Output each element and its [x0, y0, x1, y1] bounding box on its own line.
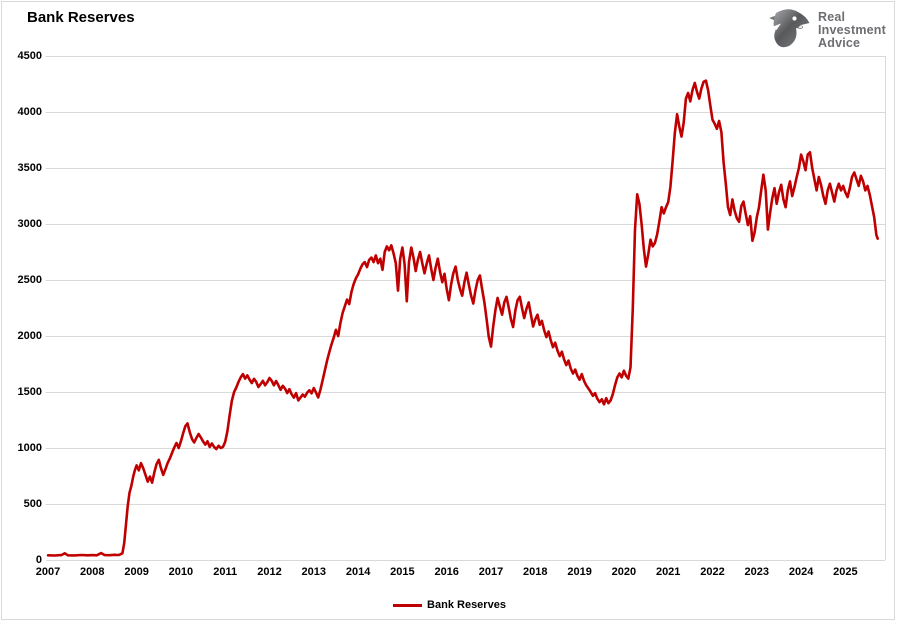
legend-label: Bank Reserves [427, 599, 506, 611]
x-axis-label: 2012 [257, 566, 282, 578]
x-axis-label: 2016 [434, 566, 459, 578]
x-axis-label: 2007 [35, 566, 61, 578]
x-axis-label: 2013 [301, 566, 327, 578]
x-axis-label: 2023 [744, 566, 770, 578]
x-axis-label: 2022 [700, 566, 725, 578]
logo-line-3: Advice [818, 36, 861, 51]
x-axis-label: 2011 [213, 566, 238, 578]
x-axis-label: 2021 [655, 566, 681, 578]
x-axis-label: 2014 [345, 566, 371, 578]
logo-line-1: Real [818, 9, 846, 24]
logo-line-2: Investment [818, 22, 886, 37]
x-axis-label: 2020 [611, 566, 637, 578]
legend: Bank Reserves [0, 597, 899, 613]
y-axis-label: 0 [35, 554, 42, 566]
y-axis-label: 3000 [17, 218, 42, 230]
y-axis-label: 2000 [17, 330, 42, 342]
x-axis-label: 2025 [833, 566, 858, 578]
y-axis-label: 4500 [17, 50, 42, 62]
y-axis-label: 1000 [17, 442, 42, 454]
x-axis-label: 2010 [168, 566, 194, 578]
y-axis-label: 1500 [17, 386, 42, 398]
logo-text: Real Investment Advice [818, 9, 886, 51]
x-axis-label: 2019 [567, 566, 592, 578]
x-axis-label: 2017 [478, 566, 504, 578]
x-axis-label: 2015 [390, 566, 415, 578]
y-axis-label: 3500 [17, 162, 42, 174]
eagle-icon [768, 7, 812, 54]
x-axis-label: 2018 [523, 566, 548, 578]
bank-reserves-line [46, 79, 880, 557]
y-axis-label: 4000 [17, 106, 42, 118]
x-axis-label: 2009 [124, 566, 149, 578]
legend-line-marker [393, 603, 423, 607]
y-axis-label: 2500 [17, 274, 42, 286]
real-investment-advice-logo: Real Investment Advice [768, 7, 886, 54]
y-axis-label: 500 [23, 498, 42, 510]
x-axis-label: 2008 [80, 566, 105, 578]
chart-title: Bank Reserves [27, 9, 135, 26]
x-axis-label: 2024 [788, 566, 814, 578]
